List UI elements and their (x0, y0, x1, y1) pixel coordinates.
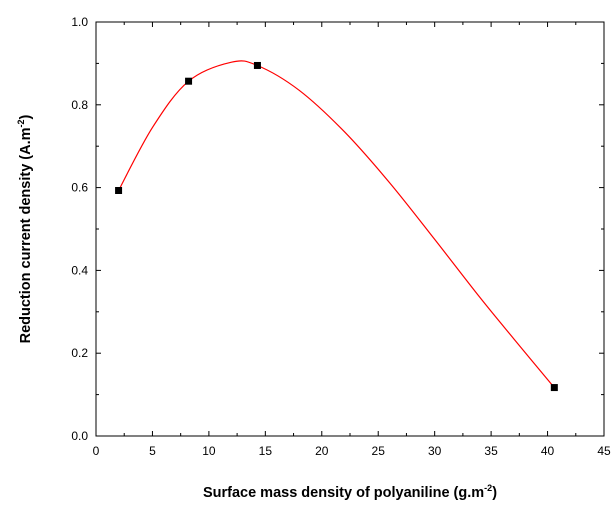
y-tick-label: 0.2 (71, 346, 88, 360)
plot-frame (95, 21, 605, 437)
x-tick-label: 30 (428, 444, 442, 458)
fit-curve (118, 60, 555, 388)
data-point (550, 384, 558, 392)
x-axis-title: Surface mass density of polyaniline (g.m… (203, 483, 497, 501)
y-tick-label: 1.0 (71, 15, 88, 29)
x-tick-label: 45 (597, 444, 611, 458)
y-axis-ticks: 0.0 0.2 0.4 0.6 0.8 1.0 (71, 15, 604, 443)
x-tick-label: 5 (149, 444, 156, 458)
y-tick-label: 0.6 (71, 181, 88, 195)
y-tick-label: 0.8 (71, 98, 88, 112)
y-axis-title: Reduction current density (A.m-2) (16, 114, 34, 343)
x-tick-label: 0 (93, 444, 100, 458)
x-tick-label: 35 (484, 444, 498, 458)
data-point (253, 61, 261, 69)
x-tick-label: 20 (315, 444, 329, 458)
x-axis-ticks: 0 5 10 15 20 25 30 35 40 45 (93, 22, 611, 458)
y-tick-label: 0.4 (71, 263, 88, 277)
x-tick-label: 15 (259, 444, 273, 458)
data-markers (115, 61, 558, 392)
x-tick-label: 40 (541, 444, 555, 458)
x-tick-label: 10 (202, 444, 216, 458)
data-point (185, 77, 193, 85)
data-point (115, 186, 123, 194)
y-tick-label: 0.0 (71, 429, 88, 443)
x-tick-label: 25 (372, 444, 386, 458)
